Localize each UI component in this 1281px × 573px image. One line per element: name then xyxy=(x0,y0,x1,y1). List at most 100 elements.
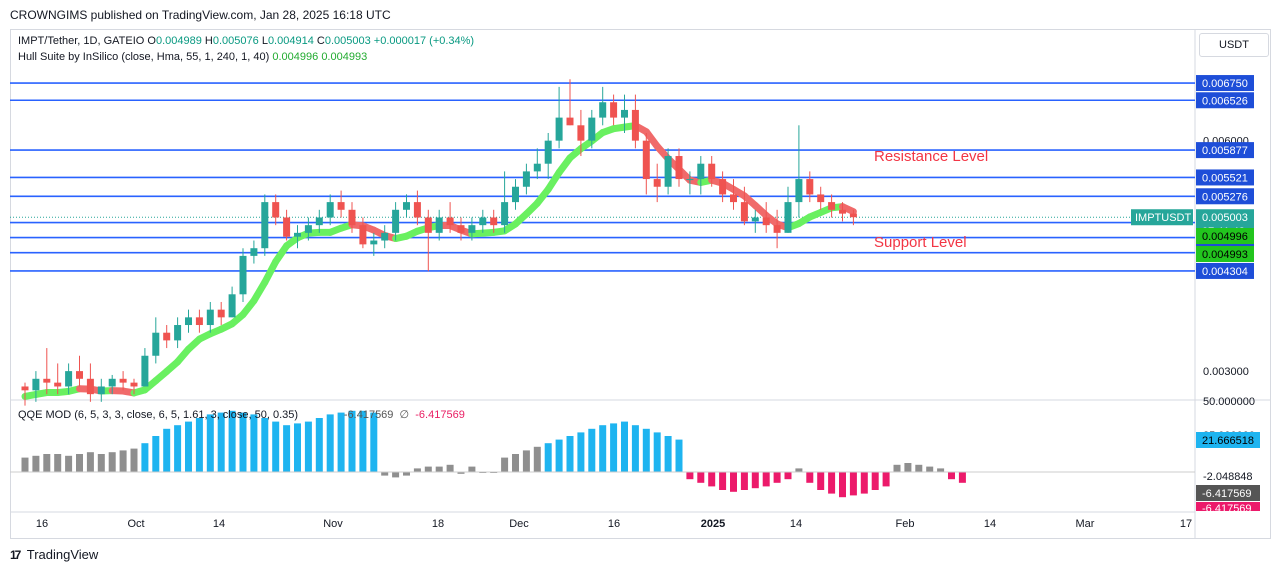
candle-body xyxy=(65,371,73,387)
qqe-histogram-bar xyxy=(675,439,683,472)
candle-body xyxy=(370,240,378,245)
candle-body xyxy=(315,217,323,226)
hull-band-segment xyxy=(839,203,857,216)
qqe-current2-label: -6.417569 xyxy=(1202,503,1252,515)
qqe-histogram-bar xyxy=(849,472,857,496)
candle-body xyxy=(239,255,247,295)
close-value: 0.005003 xyxy=(324,35,371,47)
qqe-histogram-bar xyxy=(828,472,836,494)
open-value: 0.004989 xyxy=(155,35,202,47)
qqe-histogram-bar xyxy=(86,452,94,472)
qqe-value-label: 21.666518 xyxy=(1202,435,1254,447)
level-label: 0.005521 xyxy=(1202,172,1248,184)
candle-body xyxy=(773,225,781,233)
candle-body xyxy=(653,179,661,187)
current-price-label: 0.005003 xyxy=(1202,212,1248,224)
candle-body xyxy=(664,156,672,187)
qqe-histogram-bar xyxy=(424,466,432,472)
qqe-histogram-bar xyxy=(326,414,334,472)
qqe-histogram-bar xyxy=(163,428,171,472)
qqe-histogram-bar xyxy=(719,472,727,490)
hull-label: 0.004993 xyxy=(1202,249,1248,261)
candle-body xyxy=(719,179,727,195)
candle-body xyxy=(195,317,203,326)
candle-body xyxy=(348,209,356,226)
qqe-histogram-bar xyxy=(577,432,585,472)
candle-body xyxy=(512,186,519,203)
candle-body xyxy=(631,109,639,141)
qqe-histogram-bar xyxy=(653,432,661,472)
candle-body xyxy=(490,217,498,226)
candle-body xyxy=(839,209,846,214)
qqe-current2-box xyxy=(1196,502,1260,511)
candle-body xyxy=(686,179,694,181)
level-label-box xyxy=(1196,142,1254,159)
qqe-histogram-bar xyxy=(283,425,291,472)
change-value: +0.000017 (+0.34%) xyxy=(373,35,475,47)
low-label: L xyxy=(261,35,268,47)
qqe-histogram-bar xyxy=(195,418,203,472)
qqe-histogram-bar xyxy=(915,464,923,472)
candle-body xyxy=(130,382,138,387)
x-axis-tick-label: 16 xyxy=(36,518,48,530)
candle-body xyxy=(610,102,618,118)
candle-body xyxy=(272,202,280,218)
candle-body xyxy=(577,125,585,141)
close-label: C xyxy=(316,35,325,47)
qqe-histogram-bar xyxy=(610,423,618,472)
qqe-histogram-bar xyxy=(958,472,966,483)
candle-body xyxy=(381,232,389,241)
qqe-histogram-bar xyxy=(544,443,552,472)
resistance-level-annotation: Resistance Level xyxy=(874,148,989,165)
hull-band-segment xyxy=(261,258,280,286)
qqe-current-label: -6.417569 xyxy=(1202,488,1252,500)
currency-button[interactable]: USDT xyxy=(1199,33,1269,57)
tradingview-logo-icon: 17 xyxy=(10,548,21,562)
qqe-histogram-bar xyxy=(599,425,607,472)
x-axis-tick-label: Nov xyxy=(323,518,343,530)
candle-body xyxy=(250,248,258,256)
level-label-box xyxy=(1196,75,1254,92)
qqe-histogram-bar xyxy=(522,450,530,472)
qqe-histogram-bar xyxy=(926,466,934,472)
qqe-histogram-bar xyxy=(784,472,792,480)
qqe-histogram-bar xyxy=(76,454,83,472)
candle-body xyxy=(294,232,301,237)
level-label: 0.006750 xyxy=(1202,78,1248,90)
candle-body xyxy=(446,217,454,226)
candle-body xyxy=(566,117,574,126)
qqe-histogram-bar xyxy=(272,421,280,472)
x-axis-tick-label: Mar xyxy=(1076,518,1095,530)
x-axis-tick-label: 14 xyxy=(790,518,802,530)
qqe-histogram-bar xyxy=(43,454,51,472)
qqe-histogram-bar xyxy=(501,457,509,472)
candle-body xyxy=(588,117,596,141)
candle-body xyxy=(43,378,51,383)
candle-body xyxy=(392,209,400,233)
candle-body xyxy=(76,371,83,379)
qqe-histogram-bar xyxy=(250,414,258,472)
level-label: 0.005877 xyxy=(1202,145,1248,157)
qqe-histogram-bar xyxy=(130,448,138,472)
qqe-histogram-bar xyxy=(512,454,519,472)
qqe-histogram-bar xyxy=(588,428,596,472)
symbol-legend: IMPT/Tether, 1D, GATEIO O0.004989 H0.005… xyxy=(18,35,474,47)
qqe-histogram-bar xyxy=(217,412,225,472)
x-axis-tick-label: Dec xyxy=(509,518,529,530)
hull-band-segment xyxy=(250,278,269,305)
qqe-histogram-bar xyxy=(304,421,312,472)
qqe-histogram-bar xyxy=(708,472,716,487)
candle-body xyxy=(32,378,40,391)
qqe-histogram-bar xyxy=(413,468,421,472)
high-value: 0.005076 xyxy=(212,35,259,47)
qqe-histogram-bar xyxy=(435,466,443,472)
candle-body xyxy=(403,202,410,210)
candle-body xyxy=(261,202,269,249)
level-label-box xyxy=(1196,188,1254,205)
level-label-box xyxy=(1196,92,1254,109)
qqe-histogram-bar xyxy=(65,455,73,472)
qqe-histogram-bar xyxy=(348,410,356,472)
candle-body xyxy=(828,202,836,210)
qqe-histogram-bar xyxy=(948,472,955,480)
